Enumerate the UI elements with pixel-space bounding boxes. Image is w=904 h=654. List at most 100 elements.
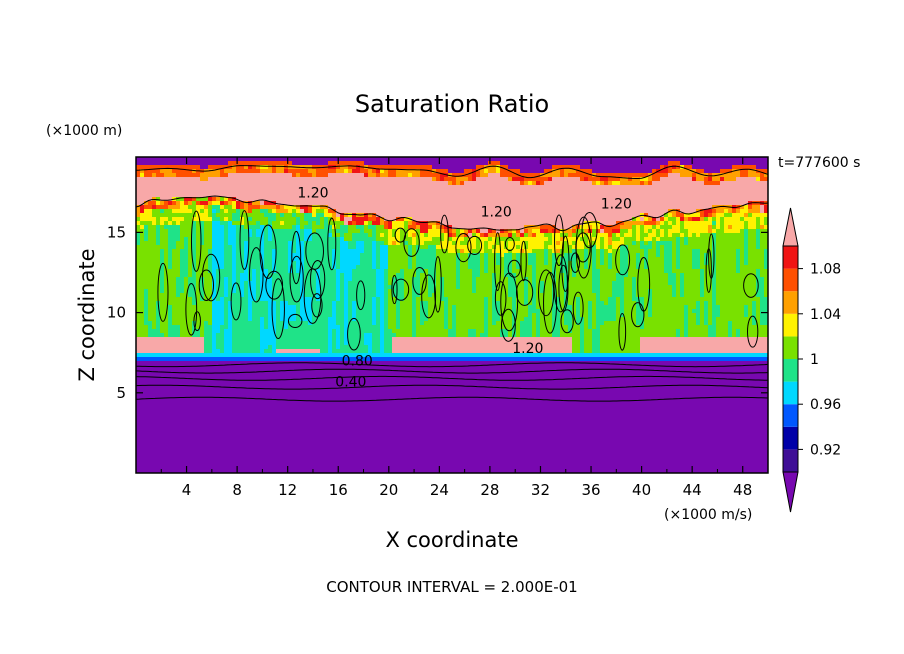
heatmap-cell	[420, 305, 428, 310]
heatmap-cell	[708, 325, 716, 330]
heatmap-cell	[372, 257, 376, 262]
heatmap-cell	[296, 309, 300, 314]
heatmap-cell	[216, 297, 220, 302]
heatmap-cell	[136, 361, 768, 366]
heatmap-cell	[484, 297, 488, 302]
heatmap-cell	[716, 289, 756, 294]
heatmap-cell	[396, 325, 400, 330]
heatmap-cell	[672, 269, 700, 274]
heatmap-cell	[700, 301, 704, 306]
heatmap-cell	[224, 333, 232, 338]
heatmap-cell	[160, 289, 164, 294]
heatmap-cell	[412, 325, 416, 330]
heatmap-cell	[744, 217, 756, 222]
contour-line	[421, 274, 437, 319]
heatmap-cell	[248, 233, 252, 238]
heatmap-cell	[224, 297, 248, 302]
heatmap-cell	[268, 233, 272, 238]
heatmap-cell	[324, 213, 332, 218]
heatmap-cell	[248, 273, 252, 278]
heatmap-cell	[396, 297, 404, 302]
heatmap-cell	[716, 249, 736, 254]
heatmap-cell	[472, 269, 480, 274]
heatmap-cell	[524, 317, 532, 322]
heatmap-cell	[380, 297, 384, 302]
heatmap-cell	[636, 313, 644, 318]
heatmap-cell	[640, 229, 644, 234]
heatmap-cell	[572, 249, 576, 254]
heatmap-cell	[384, 221, 388, 226]
heatmap-cell	[512, 257, 516, 262]
heatmap-cell	[296, 209, 300, 214]
heatmap-cell	[676, 329, 680, 334]
heatmap-cell	[252, 201, 260, 206]
heatmap-cell	[340, 165, 348, 170]
heatmap-cell	[148, 289, 160, 294]
heatmap-cell	[224, 257, 232, 262]
heatmap-cell	[196, 289, 200, 294]
heatmap-cell	[456, 257, 460, 262]
heatmap-cell	[544, 233, 552, 238]
heatmap-cell	[540, 225, 556, 230]
heatmap-cell	[164, 209, 172, 214]
heatmap-cell	[200, 289, 204, 294]
heatmap-cell	[680, 281, 684, 286]
heatmap-cell	[300, 173, 312, 178]
heatmap-cell	[600, 177, 608, 182]
contour-line	[392, 278, 410, 301]
heatmap-cell	[220, 209, 224, 214]
heatmap-cell	[252, 233, 256, 238]
heatmap-cell	[724, 217, 740, 222]
heatmap-cell	[328, 161, 364, 166]
heatmap-cell	[268, 321, 276, 326]
heatmap-cell	[624, 301, 636, 306]
heatmap-cell	[412, 261, 416, 266]
heatmap-cell	[556, 281, 564, 286]
heatmap-cell	[380, 309, 384, 314]
heatmap-cell	[136, 385, 768, 390]
heatmap-cell	[192, 245, 196, 250]
heatmap-cell	[744, 233, 748, 238]
heatmap-cell	[732, 165, 756, 170]
heatmap-cell	[308, 209, 312, 214]
heatmap-cell	[292, 209, 296, 214]
heatmap-cell	[224, 289, 228, 294]
heatmap-cell	[756, 241, 760, 246]
heatmap-cell	[476, 169, 480, 174]
heatmap-cell	[160, 237, 168, 242]
heatmap-cell	[352, 309, 356, 314]
heatmap-cell	[692, 257, 700, 262]
heatmap-cell	[660, 165, 664, 170]
heatmap-cell	[532, 297, 536, 302]
heatmap-cell	[328, 317, 336, 322]
heatmap-cell	[688, 229, 708, 234]
heatmap-cell	[696, 233, 700, 238]
heatmap-cell	[488, 305, 492, 310]
heatmap-cell	[224, 233, 228, 238]
contour-line	[558, 264, 569, 312]
heatmap-cell	[716, 329, 728, 334]
heatmap-cell	[160, 321, 168, 326]
heatmap-cell	[652, 169, 656, 174]
heatmap-cell	[228, 161, 292, 166]
heatmap-cell	[192, 225, 196, 230]
heatmap-cell	[648, 313, 652, 318]
heatmap-cell	[248, 317, 252, 322]
heatmap-cell	[140, 205, 144, 210]
heatmap-cell	[176, 241, 184, 246]
heatmap-cell	[600, 293, 612, 298]
heatmap-cell	[180, 229, 192, 234]
heatmap-cell	[172, 209, 192, 214]
heatmap-cell	[524, 225, 540, 230]
heatmap-cell	[204, 333, 212, 338]
heatmap-cell	[216, 209, 220, 214]
heatmap-cell	[656, 253, 660, 258]
heatmap-cell	[160, 249, 164, 254]
heatmap-cell	[180, 265, 188, 270]
heatmap-cell	[568, 269, 572, 274]
heatmap-cell	[640, 261, 644, 266]
heatmap-cell	[300, 209, 304, 214]
heatmap-cell	[356, 265, 372, 270]
heatmap-cell	[260, 201, 264, 206]
contour-line	[412, 267, 427, 295]
